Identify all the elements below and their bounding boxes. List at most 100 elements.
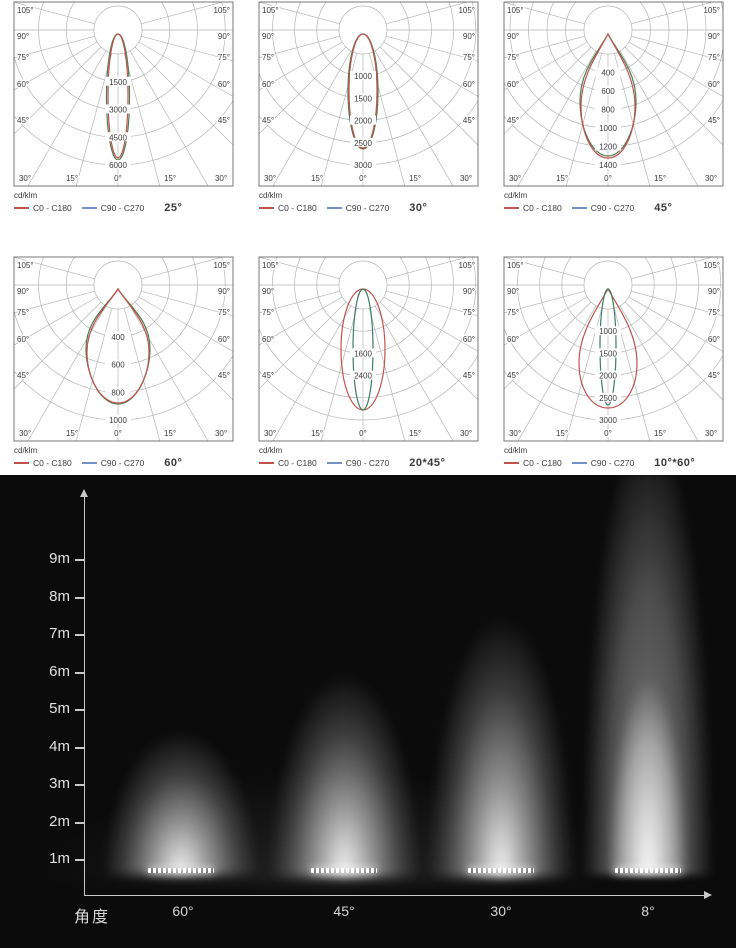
svg-text:60°: 60° xyxy=(17,80,29,89)
c0-c180-swatch-icon xyxy=(259,207,274,209)
svg-text:1500: 1500 xyxy=(599,349,617,358)
chart-legend: cd/klm C0 - C180 C90 - C270 30° xyxy=(245,191,491,214)
svg-text:30°: 30° xyxy=(460,174,472,183)
svg-text:800: 800 xyxy=(601,106,615,115)
polar-chart-25°: 1500 3000 4500 6000 105° 105° 90° 90° 75° 75° 60° 6… xyxy=(13,1,234,187)
svg-text:90°: 90° xyxy=(17,32,29,41)
c90-c270-series-label: C90 - C270 xyxy=(590,203,635,213)
c0-c180-series-label: C0 - C180 xyxy=(33,203,72,213)
svg-text:60°: 60° xyxy=(507,80,519,89)
svg-text:15°: 15° xyxy=(409,174,421,183)
svg-text:60°: 60° xyxy=(218,80,230,89)
c90-c270-swatch-icon xyxy=(326,462,342,464)
svg-text:60°: 60° xyxy=(507,335,519,344)
svg-text:45°: 45° xyxy=(507,371,519,380)
unit-label: cd/klm xyxy=(504,446,528,455)
c0-c180-series-label: C0 - C180 xyxy=(278,203,317,213)
svg-text:60°: 60° xyxy=(262,335,274,344)
polar-chart-20*45°: 1600 2400 105° 105° 90° 90° 75° 75° 60° 60° 45° 45°… xyxy=(258,256,479,442)
svg-text:60°: 60° xyxy=(708,335,720,344)
svg-text:45°: 45° xyxy=(507,116,519,125)
svg-text:75°: 75° xyxy=(262,308,274,317)
unit-label: cd/klm xyxy=(259,191,283,200)
svg-text:2500: 2500 xyxy=(354,139,372,148)
c0-c180-swatch-icon xyxy=(14,207,29,209)
svg-text:15°: 15° xyxy=(164,429,176,438)
svg-text:0°: 0° xyxy=(114,174,122,183)
svg-text:60°: 60° xyxy=(708,80,720,89)
c0-c180-swatch-icon xyxy=(259,462,274,464)
c90-c270-series-label: C90 - C270 xyxy=(100,203,145,213)
light-beam-30deg xyxy=(411,541,591,877)
c0-c180-series-label: C0 - C180 xyxy=(523,458,562,468)
chart-legend: cd/klm C0 - C180 C90 - C270 25° xyxy=(0,191,246,214)
svg-text:1000: 1000 xyxy=(354,72,372,81)
svg-text:60°: 60° xyxy=(463,335,475,344)
svg-text:600: 600 xyxy=(111,361,125,370)
c90-c270-swatch-icon xyxy=(81,462,97,464)
chart-legend: cd/klm C0 - C180 C90 - C270 10°*60° xyxy=(490,446,736,469)
svg-text:105°: 105° xyxy=(507,261,524,270)
unit-label: cd/klm xyxy=(259,446,283,455)
chart-legend: cd/klm C0 - C180 C90 - C270 45° xyxy=(490,191,736,214)
svg-text:0°: 0° xyxy=(114,429,122,438)
svg-text:600: 600 xyxy=(601,87,615,96)
polar-chart-grid: 1500 3000 4500 6000 105° 105° 90° 90° 75° 75° 60° 6… xyxy=(0,0,736,469)
svg-text:90°: 90° xyxy=(463,32,475,41)
polar-chart-cell-30°: 1000 1500 2000 2500 3000 105° 105° 90° 90° 75° 75°… xyxy=(245,0,491,232)
unit-label: cd/klm xyxy=(14,446,38,455)
c90-c270-swatch-icon xyxy=(81,207,97,209)
svg-text:1000: 1000 xyxy=(109,416,127,425)
svg-text:30°: 30° xyxy=(509,429,521,438)
svg-text:15°: 15° xyxy=(556,174,568,183)
c0-c180-swatch-icon xyxy=(504,207,519,209)
svg-text:15°: 15° xyxy=(66,174,78,183)
svg-text:30°: 30° xyxy=(19,174,31,183)
svg-text:1500: 1500 xyxy=(354,94,372,103)
beam-angle-value: 60° xyxy=(164,457,183,469)
svg-text:90°: 90° xyxy=(708,287,720,296)
svg-text:45°: 45° xyxy=(218,116,230,125)
chart-legend: cd/klm C0 - C180 C90 - C270 20*45° xyxy=(245,446,491,469)
svg-text:90°: 90° xyxy=(507,32,519,41)
polar-chart-cell-45°: 400 600 800 1000 1200 1400 105° 105° 90° 90° 75° 75… xyxy=(490,0,736,232)
svg-text:15°: 15° xyxy=(311,174,323,183)
c90-c270-swatch-icon xyxy=(326,207,342,209)
svg-text:30°: 30° xyxy=(215,174,227,183)
svg-text:800: 800 xyxy=(111,388,125,397)
unit-label: cd/klm xyxy=(504,191,528,200)
svg-text:75°: 75° xyxy=(463,308,475,317)
svg-text:45°: 45° xyxy=(708,116,720,125)
svg-text:3000: 3000 xyxy=(599,416,617,425)
svg-text:105°: 105° xyxy=(262,261,279,270)
height-axis-arrow-icon xyxy=(80,489,88,497)
svg-text:400: 400 xyxy=(601,69,615,78)
c0-c180-swatch-icon xyxy=(504,462,519,464)
unit-label: cd/klm xyxy=(14,191,38,200)
light-bar-fixture xyxy=(615,868,681,873)
svg-text:105°: 105° xyxy=(703,6,720,15)
polar-chart-cell-20*45°: 1600 2400 105° 105° 90° 90° 75° 75° 60° 60° 45° 45°… xyxy=(245,255,491,487)
angle-axis-title: 角度 xyxy=(74,909,111,926)
svg-text:2400: 2400 xyxy=(354,372,372,381)
svg-text:15°: 15° xyxy=(654,429,666,438)
svg-text:0°: 0° xyxy=(604,174,612,183)
svg-text:90°: 90° xyxy=(262,32,274,41)
svg-text:90°: 90° xyxy=(262,287,274,296)
c0-c180-series-label: C0 - C180 xyxy=(523,203,562,213)
svg-text:30°: 30° xyxy=(19,429,31,438)
svg-text:15°: 15° xyxy=(66,429,78,438)
svg-text:75°: 75° xyxy=(218,53,230,62)
svg-text:1600: 1600 xyxy=(354,349,372,358)
svg-text:90°: 90° xyxy=(17,287,29,296)
svg-text:90°: 90° xyxy=(463,287,475,296)
svg-text:105°: 105° xyxy=(703,261,720,270)
svg-text:75°: 75° xyxy=(262,53,274,62)
svg-text:75°: 75° xyxy=(17,53,29,62)
svg-text:75°: 75° xyxy=(708,53,720,62)
svg-text:105°: 105° xyxy=(262,6,279,15)
svg-text:1200: 1200 xyxy=(599,143,617,152)
svg-text:15°: 15° xyxy=(164,174,176,183)
light-bar-fixture xyxy=(311,868,377,873)
